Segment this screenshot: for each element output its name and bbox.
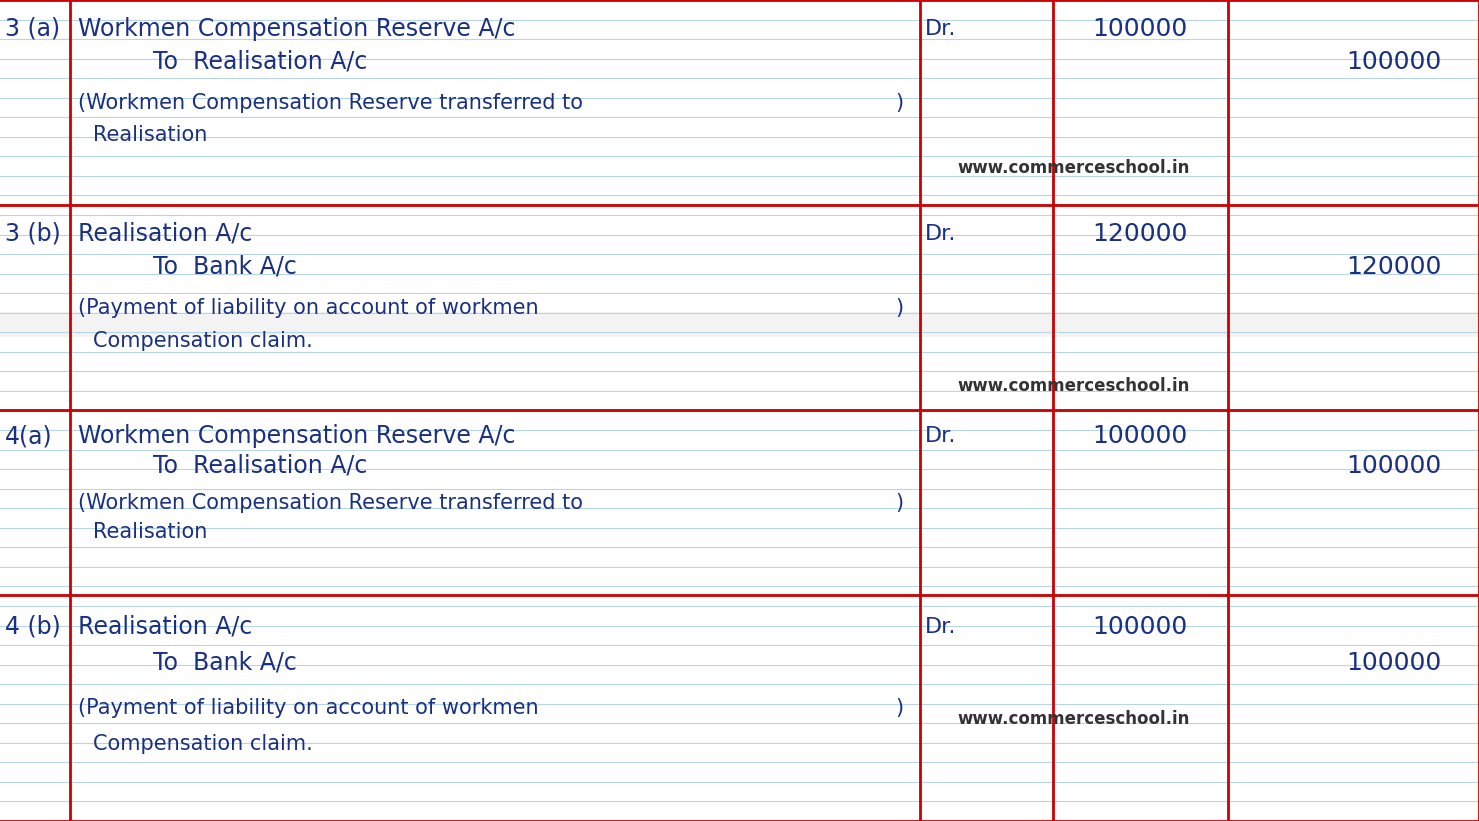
Text: 4 (b): 4 (b) <box>4 615 61 639</box>
Text: www.commerceschool.in: www.commerceschool.in <box>957 159 1191 177</box>
Text: Dr.: Dr. <box>924 617 957 637</box>
Text: Dr.: Dr. <box>924 224 957 244</box>
Text: 3 (a): 3 (a) <box>4 16 61 41</box>
Text: 100000: 100000 <box>1346 49 1441 74</box>
Text: Realisation A/c: Realisation A/c <box>77 222 251 246</box>
Text: Workmen Compensation Reserve A/c: Workmen Compensation Reserve A/c <box>77 16 515 41</box>
Text: (Workmen Compensation Reserve transferred to: (Workmen Compensation Reserve transferre… <box>77 493 583 513</box>
Text: To  Bank A/c: To Bank A/c <box>108 255 296 279</box>
Text: Compensation claim.: Compensation claim. <box>93 734 312 754</box>
Text: 120000: 120000 <box>1346 255 1441 279</box>
Text: ): ) <box>895 93 904 112</box>
Text: 100000: 100000 <box>1346 651 1441 675</box>
Text: 4(a): 4(a) <box>4 424 53 448</box>
Text: 100000: 100000 <box>1093 424 1188 448</box>
Text: To  Realisation A/c: To Realisation A/c <box>108 454 367 478</box>
Text: www.commerceschool.in: www.commerceschool.in <box>957 710 1191 728</box>
Text: To  Bank A/c: To Bank A/c <box>108 651 296 675</box>
Text: 100000: 100000 <box>1093 615 1188 639</box>
Text: Dr.: Dr. <box>924 19 957 39</box>
Text: (Payment of liability on account of workmen: (Payment of liability on account of work… <box>77 298 538 318</box>
Text: Realisation A/c: Realisation A/c <box>77 615 251 639</box>
Text: www.commerceschool.in: www.commerceschool.in <box>957 377 1191 395</box>
Text: 100000: 100000 <box>1346 454 1441 478</box>
Text: 120000: 120000 <box>1093 222 1188 246</box>
Text: Compensation claim.: Compensation claim. <box>93 331 312 351</box>
Text: Dr.: Dr. <box>924 426 957 447</box>
Text: Realisation: Realisation <box>93 522 207 543</box>
Text: 100000: 100000 <box>1093 16 1188 41</box>
Text: 3 (b): 3 (b) <box>4 222 61 246</box>
Text: (Workmen Compensation Reserve transferred to: (Workmen Compensation Reserve transferre… <box>77 93 583 112</box>
Text: ): ) <box>895 298 904 318</box>
Text: ): ) <box>895 493 904 513</box>
Text: (Payment of liability on account of workmen: (Payment of liability on account of work… <box>77 698 538 718</box>
Text: Realisation: Realisation <box>93 126 207 145</box>
Bar <box>0 312 1479 337</box>
Text: To  Realisation A/c: To Realisation A/c <box>108 49 367 74</box>
Text: Workmen Compensation Reserve A/c: Workmen Compensation Reserve A/c <box>77 424 515 448</box>
Text: ): ) <box>895 698 904 718</box>
